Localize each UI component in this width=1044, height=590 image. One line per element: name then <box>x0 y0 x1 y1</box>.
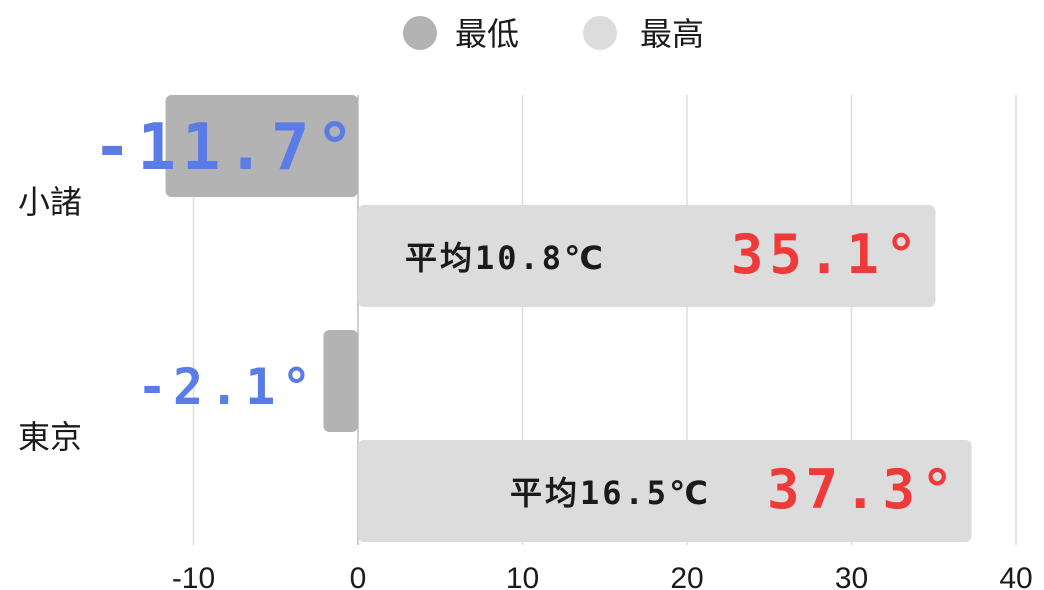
x-axis: -10 0 10 20 30 40 <box>172 562 1033 590</box>
bar-min-0 <box>165 95 358 197</box>
legend-label: 最高 <box>640 15 704 53</box>
x-tick-label: 0 <box>350 562 367 590</box>
category-label: 東京 <box>18 418 82 456</box>
min-value-label: -11.7° <box>93 111 360 185</box>
bars-layer <box>165 95 972 542</box>
max-value-label: 37.3° <box>767 458 960 521</box>
legend: 最低 最高 <box>403 15 704 53</box>
x-tick-label: -10 <box>172 562 215 590</box>
bar-min-1 <box>323 330 358 432</box>
min-value-label: -2.1° <box>137 358 318 416</box>
x-tick-label: 20 <box>670 562 703 590</box>
labels-layer: -11.7° 35.1° 平均10.8℃ -2.1° 37.3° 平均16.5℃ <box>93 111 960 521</box>
bar-max-0 <box>358 205 936 307</box>
average-annotation: 平均10.8℃ <box>405 239 606 277</box>
x-tick-label: 30 <box>835 562 868 590</box>
legend-label: 最低 <box>455 15 519 53</box>
legend-swatch <box>583 16 617 50</box>
bar-max-1 <box>358 440 972 542</box>
legend-swatch <box>403 16 437 50</box>
x-tick-label: 40 <box>999 562 1032 590</box>
max-value-label: 35.1° <box>731 223 924 286</box>
category-label: 小諸 <box>18 183 82 221</box>
average-annotation: 平均16.5℃ <box>510 474 711 512</box>
x-tick-label: 10 <box>506 562 539 590</box>
